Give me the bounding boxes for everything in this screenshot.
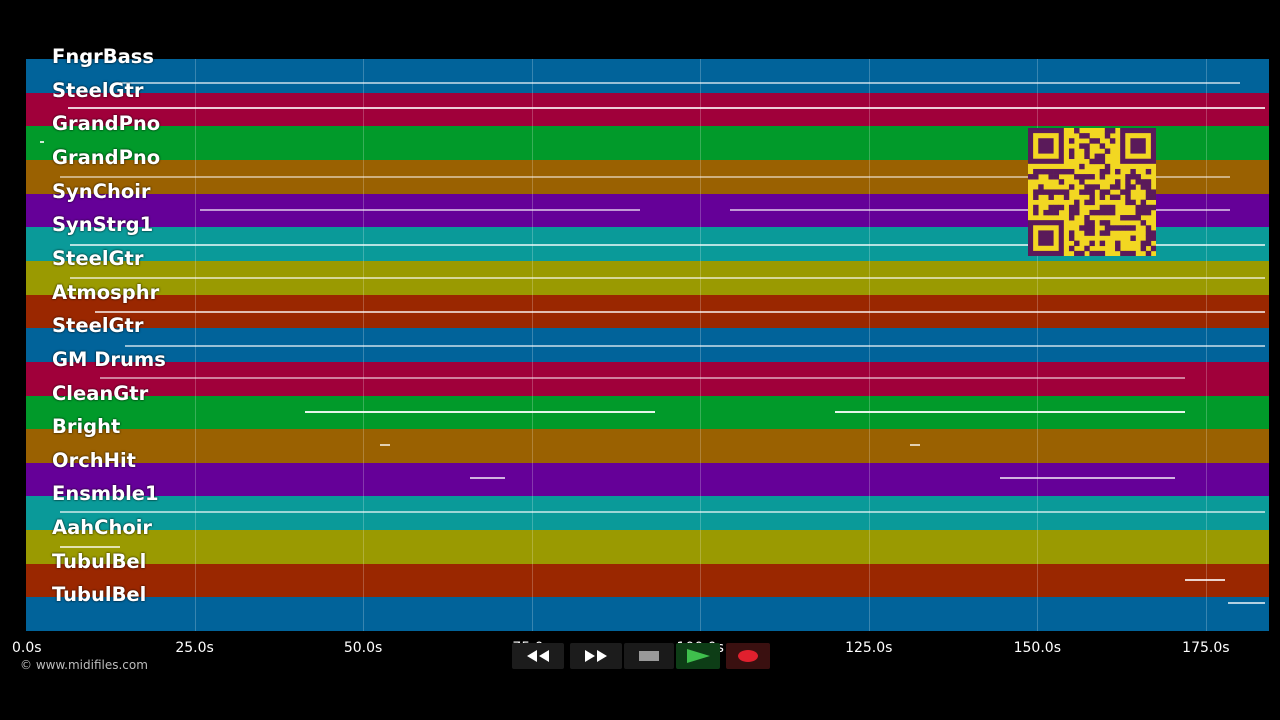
gridline — [700, 59, 702, 631]
gridline — [363, 59, 365, 631]
track-label: TubulBel — [52, 583, 147, 607]
note-bar — [100, 377, 1185, 379]
track-lane — [26, 92, 1269, 127]
play-button[interactable] — [676, 643, 720, 669]
record-icon — [738, 650, 758, 662]
track-label: CleanGtr — [52, 381, 149, 405]
note-bar — [1000, 477, 1175, 479]
note-bar — [60, 176, 1230, 178]
gridline — [194, 59, 196, 631]
track-lane — [26, 59, 1269, 93]
gridline — [531, 59, 533, 631]
time-tick-label: 125.0s — [845, 640, 893, 656]
track-label: Ensmble1 — [52, 482, 159, 506]
note-bar — [730, 209, 1230, 211]
rewind-button[interactable] — [512, 643, 564, 669]
time-tick-label: 0.0s — [12, 640, 42, 656]
gridline — [1205, 59, 1207, 631]
note-bar — [1228, 602, 1265, 604]
note-bar — [60, 546, 120, 548]
track-lane — [26, 429, 1269, 464]
time-tick-label: 150.0s — [1013, 640, 1061, 656]
note-bar — [380, 444, 390, 446]
track-label: GrandPno — [52, 112, 161, 136]
play-icon — [687, 649, 710, 663]
note-bar — [910, 444, 920, 446]
fast-forward-icon — [585, 650, 607, 662]
track-label: GrandPno — [52, 145, 161, 169]
track-label: SteelGtr — [52, 314, 144, 338]
note-bar — [60, 511, 1265, 513]
record-button[interactable] — [726, 643, 770, 669]
note-bar — [70, 277, 1265, 279]
track-label: Atmosphr — [52, 280, 160, 304]
track-lane — [26, 462, 1269, 497]
track-label: SteelGtr — [52, 78, 144, 102]
note-bar — [125, 345, 1265, 347]
qr-code — [1028, 128, 1157, 257]
note-bar — [1185, 579, 1225, 581]
track-label: GM Drums — [52, 347, 166, 371]
track-label: FngrBass — [52, 45, 155, 68]
note-bar — [200, 209, 640, 211]
note-bar — [470, 477, 505, 479]
note-bar — [305, 411, 655, 413]
fast-forward-button[interactable] — [570, 643, 622, 669]
time-tick-label: 175.0s — [1182, 640, 1230, 656]
note-bar — [835, 411, 1185, 413]
track-lane — [26, 530, 1269, 565]
track-label: OrchHit — [52, 448, 136, 472]
note-bar — [120, 82, 1240, 84]
note-bar — [40, 141, 44, 143]
track-label: SynStrg1 — [52, 213, 154, 237]
track-lane — [26, 563, 1269, 598]
note-bar — [70, 244, 1265, 246]
time-tick-label: 50.0s — [343, 640, 383, 656]
track-lane — [26, 597, 1269, 632]
track-label: AahChoir — [52, 516, 153, 540]
gridline — [868, 59, 870, 631]
track-label: TubulBel — [52, 549, 147, 573]
track-label: SteelGtr — [52, 246, 144, 270]
stop-button[interactable] — [624, 643, 674, 669]
track-label: Bright — [52, 415, 121, 439]
gridline — [1037, 59, 1039, 631]
track-label: SynChoir — [52, 179, 151, 203]
time-tick-label: 25.0s — [175, 640, 214, 656]
copyright-text: © www.midifiles.com — [20, 658, 148, 672]
rewind-icon — [527, 650, 549, 662]
track-lane — [26, 496, 1269, 531]
note-bar — [68, 107, 1265, 109]
stop-icon — [639, 651, 659, 661]
note-bar — [95, 311, 1265, 313]
